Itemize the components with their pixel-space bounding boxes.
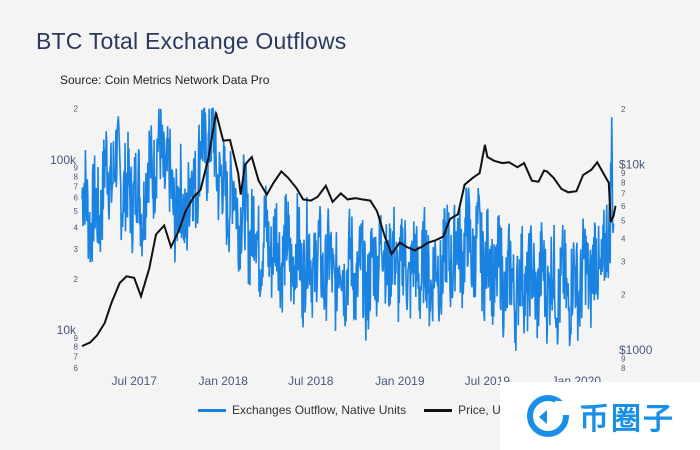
right-minor-tick-label: 8	[621, 364, 626, 373]
left-minor-tick-label: 7	[74, 353, 79, 362]
x-tick-label: Jan 2019	[375, 374, 425, 388]
left-minor-tick-label: 6	[74, 194, 79, 203]
left-minor-tick-label: 3	[74, 245, 79, 254]
left-minor-tick-label: 6	[74, 364, 79, 373]
left-minor-tick-label: 2	[74, 105, 79, 114]
right-minor-tick-label: 8	[621, 179, 626, 188]
right-minor-tick-label: 9	[621, 169, 626, 178]
legend-swatch-outflow	[198, 408, 226, 412]
right-minor-tick-label: 9	[621, 355, 626, 364]
legend: Exchanges Outflow, Native Units Price, U	[198, 403, 519, 417]
left-minor-tick-label: 5	[74, 207, 79, 216]
right-minor-tick-label: 4	[621, 234, 626, 243]
right-minor-tick-label: 6	[621, 202, 626, 211]
watermark: 币圈子	[500, 382, 700, 450]
x-tick-label: Jul 2018	[288, 374, 334, 388]
right-tick-label: $1000	[619, 343, 653, 357]
right-minor-tick-label: 5	[621, 217, 626, 226]
legend-label-price: Price, U	[458, 403, 501, 417]
right-minor-tick-label: 2	[621, 105, 626, 114]
right-minor-tick-label: 2	[621, 290, 626, 299]
right-minor-tick-label: 7	[621, 189, 626, 198]
brand-logo-icon	[527, 395, 569, 437]
chart-title: BTC Total Exchange Outflows	[36, 28, 347, 54]
left-minor-tick-label: 7	[74, 182, 79, 191]
left-tick-label: 100k	[50, 153, 77, 167]
x-tick-label: Jan 2018	[199, 374, 249, 388]
x-tick-label: Jul 2019	[465, 374, 511, 388]
chart-source: Source: Coin Metrics Network Data Pro	[60, 73, 270, 87]
left-minor-tick-label: 2	[74, 275, 79, 284]
right-minor-tick-label: 3	[621, 258, 626, 267]
outflow-series-line	[81, 107, 615, 351]
left-minor-tick-label: 4	[74, 224, 79, 233]
left-minor-tick-label: 9	[74, 164, 79, 173]
left-minor-tick-label: 9	[74, 334, 79, 343]
x-tick-label: Jul 2017	[112, 374, 158, 388]
legend-label-outflow: Exchanges Outflow, Native Units	[232, 403, 407, 417]
legend-item-outflow[interactable]: Exchanges Outflow, Native Units	[198, 403, 406, 417]
legend-swatch-price	[424, 408, 453, 412]
price-series-line	[81, 112, 617, 348]
right-tick-label: $10k	[619, 158, 646, 172]
legend-item-price[interactable]: Price, U	[424, 403, 501, 417]
left-minor-tick-label: 8	[74, 343, 79, 352]
left-tick-label: 10k	[57, 323, 77, 337]
brand-logo-text: 币圈子	[579, 403, 675, 436]
left-minor-tick-label: 8	[74, 172, 79, 181]
